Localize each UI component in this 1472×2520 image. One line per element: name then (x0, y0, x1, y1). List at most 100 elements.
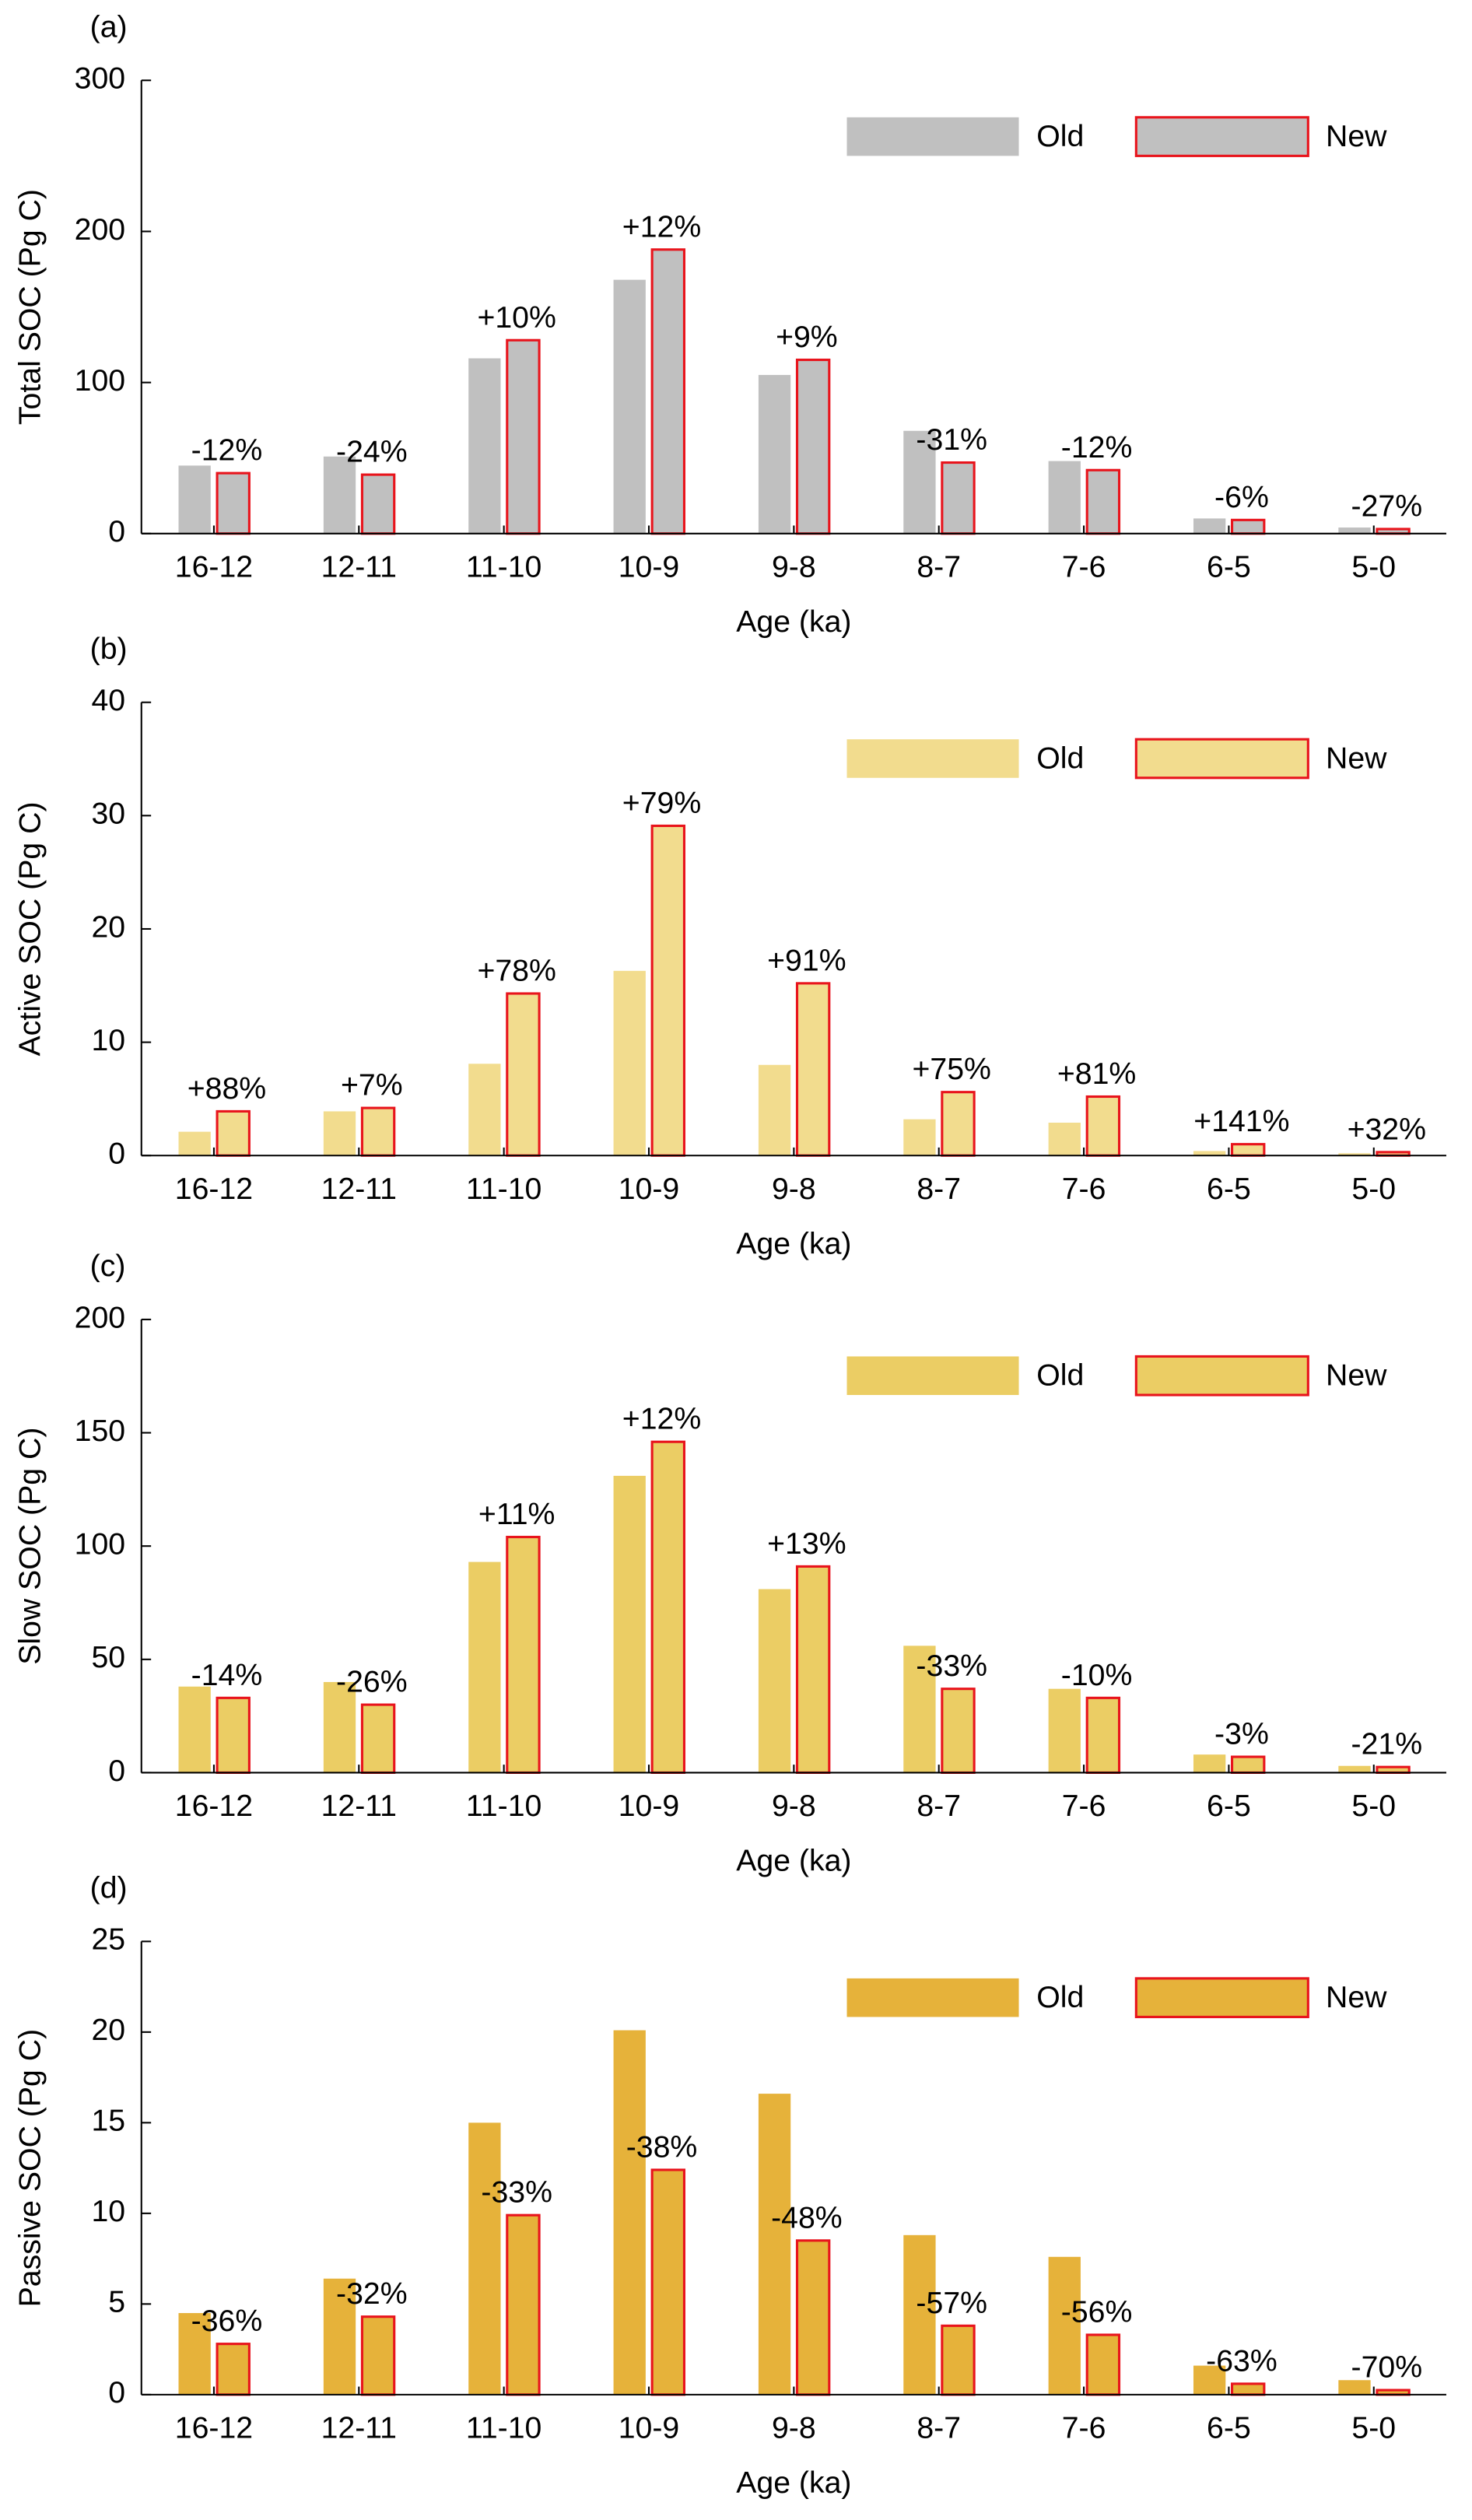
x-tick-label: 7-6 (1062, 1789, 1106, 1823)
y-tick-label: 20 (91, 2013, 125, 2047)
bar (903, 1646, 936, 1773)
change-label: +32% (1348, 1112, 1426, 1146)
bar (1338, 527, 1371, 534)
bar (178, 1686, 211, 1773)
change-label: +78% (477, 953, 556, 987)
bar (360, 2315, 396, 2396)
bar (1193, 518, 1226, 534)
x-tick-label: 12-11 (321, 2411, 397, 2445)
x-tick-label: 5-0 (1351, 2411, 1396, 2445)
bar (650, 1440, 685, 1775)
change-label: +88% (188, 1071, 266, 1106)
bar (1048, 2256, 1081, 2395)
y-tick-label: 100 (75, 363, 125, 398)
bar (795, 1565, 831, 1775)
bar (758, 374, 791, 534)
y-axis-label: Passive SOC (Pg C) (13, 2029, 47, 2308)
change-label: -33% (481, 2175, 552, 2210)
change-label: +11% (478, 1497, 556, 1531)
bar (941, 2324, 976, 2396)
bar (178, 465, 211, 534)
change-label: -57% (916, 2286, 987, 2320)
x-tick-label: 9-8 (772, 2411, 816, 2445)
bar (468, 1064, 501, 1156)
panel-label: (d) (90, 1871, 128, 1905)
bar (1085, 468, 1121, 535)
bar (613, 970, 646, 1156)
bar (795, 2239, 831, 2396)
y-tick-label: 25 (91, 1922, 125, 1957)
bar (1338, 1765, 1371, 1773)
bar (650, 248, 685, 535)
bar (323, 1111, 356, 1156)
legend-swatch (846, 1978, 1019, 2017)
bar (941, 1091, 976, 1157)
legend-swatch (1134, 116, 1309, 157)
legend-swatch (1134, 738, 1309, 780)
change-label: +75% (913, 1052, 991, 1086)
x-tick-label: 9-8 (772, 1789, 816, 1823)
y-tick-label: 20 (91, 910, 125, 944)
x-tick-label: 11-10 (466, 550, 541, 584)
x-tick-label: 5-0 (1351, 1172, 1396, 1206)
x-tick-label: 8-7 (916, 550, 961, 584)
x-tick-label: 10-9 (619, 550, 680, 584)
x-tick-label: 16-12 (175, 1789, 253, 1823)
bar (1231, 2382, 1266, 2396)
x-axis-label: Age (ka) (736, 1226, 851, 1260)
bar (506, 992, 541, 1157)
panel-label: (c) (90, 1249, 126, 1283)
y-tick-label: 0 (108, 514, 125, 549)
bar (1048, 1122, 1081, 1156)
legend-label: New (1326, 1980, 1387, 2014)
y-tick-label: 5 (108, 2285, 125, 2319)
y-axis-label: Slow SOC (Pg C) (13, 1428, 47, 1665)
legend-label: New (1326, 1358, 1387, 1393)
bar (360, 473, 396, 535)
change-label: +10% (477, 300, 556, 335)
legend-swatch (1134, 1355, 1309, 1397)
y-tick-label: 0 (108, 1137, 125, 1171)
bar (758, 1589, 791, 1773)
change-label: -12% (191, 433, 263, 468)
change-label: +91% (767, 943, 846, 977)
bar (468, 1561, 501, 1773)
bar (468, 2122, 501, 2395)
change-label: -56% (1061, 2294, 1133, 2329)
x-tick-label: 16-12 (175, 550, 253, 584)
change-label: -32% (336, 2276, 408, 2311)
x-axis-label: Age (ka) (736, 2466, 851, 2500)
legend-label: Old (1036, 1980, 1084, 2014)
x-tick-label: 7-6 (1062, 2411, 1106, 2445)
bar (941, 1688, 976, 1775)
bar (506, 338, 541, 535)
change-label: -27% (1351, 489, 1423, 523)
bar (1085, 1095, 1121, 1157)
x-tick-label: 12-11 (321, 550, 397, 584)
y-tick-label: 50 (91, 1640, 125, 1674)
x-tick-label: 6-5 (1207, 2411, 1251, 2445)
bar (178, 2313, 211, 2395)
bar (506, 2213, 541, 2396)
x-tick-label: 10-9 (619, 1789, 680, 1823)
y-axis-label: Active SOC (Pg C) (13, 801, 47, 1056)
x-tick-label: 8-7 (916, 2411, 961, 2445)
change-label: +9% (776, 320, 838, 354)
x-tick-label: 7-6 (1062, 1172, 1106, 1206)
bar (650, 824, 685, 1157)
x-tick-label: 12-11 (321, 1172, 397, 1206)
bar (941, 461, 976, 535)
bar (323, 1681, 356, 1773)
x-tick-label: 12-11 (321, 1789, 397, 1823)
bar (1193, 1754, 1226, 1773)
y-tick-label: 150 (75, 1414, 125, 1448)
bar (468, 358, 501, 534)
bar (795, 982, 831, 1157)
x-tick-label: 6-5 (1207, 550, 1251, 584)
bar (1193, 2365, 1226, 2395)
x-tick-label: 9-8 (772, 550, 816, 584)
bar (613, 2030, 646, 2395)
bar (216, 1696, 251, 1775)
